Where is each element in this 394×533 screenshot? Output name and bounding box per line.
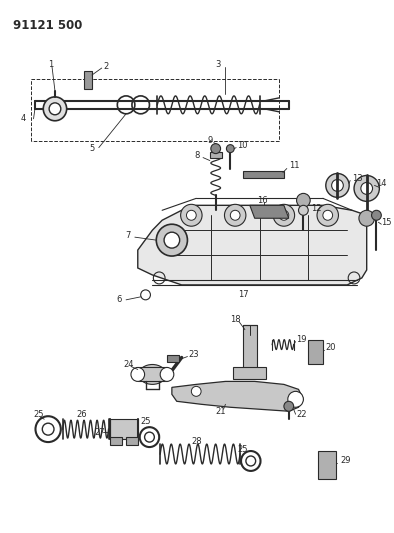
Bar — [167, 354, 179, 361]
Text: 16: 16 — [256, 196, 267, 205]
Polygon shape — [243, 171, 284, 179]
Circle shape — [299, 205, 308, 215]
Circle shape — [49, 103, 61, 115]
Text: 25: 25 — [140, 417, 151, 426]
Bar — [243, 325, 256, 369]
Ellipse shape — [139, 365, 166, 384]
Text: 29: 29 — [340, 456, 351, 465]
Text: 91121 500: 91121 500 — [13, 19, 82, 33]
Text: 2: 2 — [104, 61, 109, 70]
Text: 9: 9 — [208, 136, 213, 145]
Polygon shape — [250, 205, 289, 218]
Circle shape — [288, 391, 303, 407]
Circle shape — [332, 180, 343, 191]
Circle shape — [191, 386, 201, 397]
Text: 25: 25 — [238, 445, 248, 454]
Circle shape — [156, 224, 188, 256]
Text: 27: 27 — [94, 427, 104, 437]
Circle shape — [230, 211, 240, 220]
Text: 28: 28 — [191, 437, 202, 446]
Text: 10: 10 — [237, 141, 248, 150]
Text: 24: 24 — [123, 360, 134, 369]
Circle shape — [297, 193, 310, 207]
Bar — [318, 451, 336, 479]
Text: 22: 22 — [297, 410, 307, 419]
Polygon shape — [138, 205, 367, 285]
Circle shape — [225, 204, 246, 226]
Circle shape — [361, 182, 373, 195]
Text: 5: 5 — [89, 144, 94, 153]
Text: 1: 1 — [48, 60, 54, 69]
Bar — [110, 419, 138, 439]
Circle shape — [131, 367, 145, 382]
Circle shape — [359, 211, 374, 226]
Circle shape — [273, 204, 295, 226]
Bar — [126, 437, 138, 445]
Text: 19: 19 — [297, 335, 307, 344]
Text: 12: 12 — [311, 204, 322, 213]
Circle shape — [354, 175, 379, 201]
Text: 6: 6 — [116, 295, 122, 304]
Polygon shape — [172, 382, 303, 411]
Text: 21: 21 — [216, 407, 226, 416]
Circle shape — [326, 173, 349, 197]
Text: 18: 18 — [230, 315, 241, 324]
Circle shape — [160, 367, 174, 382]
Bar — [233, 367, 266, 379]
Circle shape — [43, 97, 67, 121]
Circle shape — [284, 401, 294, 411]
Text: 13: 13 — [352, 174, 363, 183]
Circle shape — [372, 211, 381, 220]
Text: 8: 8 — [194, 151, 200, 160]
Text: 3: 3 — [216, 60, 221, 69]
Bar — [138, 367, 167, 382]
Text: 7: 7 — [125, 231, 130, 240]
Text: 14: 14 — [376, 179, 387, 188]
Bar — [210, 151, 221, 158]
Circle shape — [211, 144, 221, 154]
Text: 15: 15 — [381, 218, 392, 227]
Circle shape — [180, 204, 202, 226]
Text: 26: 26 — [76, 410, 87, 419]
Text: 4: 4 — [21, 114, 26, 123]
Bar — [110, 437, 122, 445]
Bar — [84, 71, 92, 89]
Circle shape — [323, 211, 333, 220]
Bar — [308, 340, 323, 365]
Circle shape — [279, 211, 289, 220]
Text: 23: 23 — [188, 350, 199, 359]
Circle shape — [227, 144, 234, 152]
Text: 17: 17 — [238, 290, 248, 300]
Circle shape — [164, 232, 180, 248]
Text: 11: 11 — [289, 161, 299, 170]
Circle shape — [186, 211, 196, 220]
Text: 20: 20 — [326, 343, 336, 352]
Circle shape — [317, 204, 338, 226]
Text: 25: 25 — [33, 410, 44, 419]
